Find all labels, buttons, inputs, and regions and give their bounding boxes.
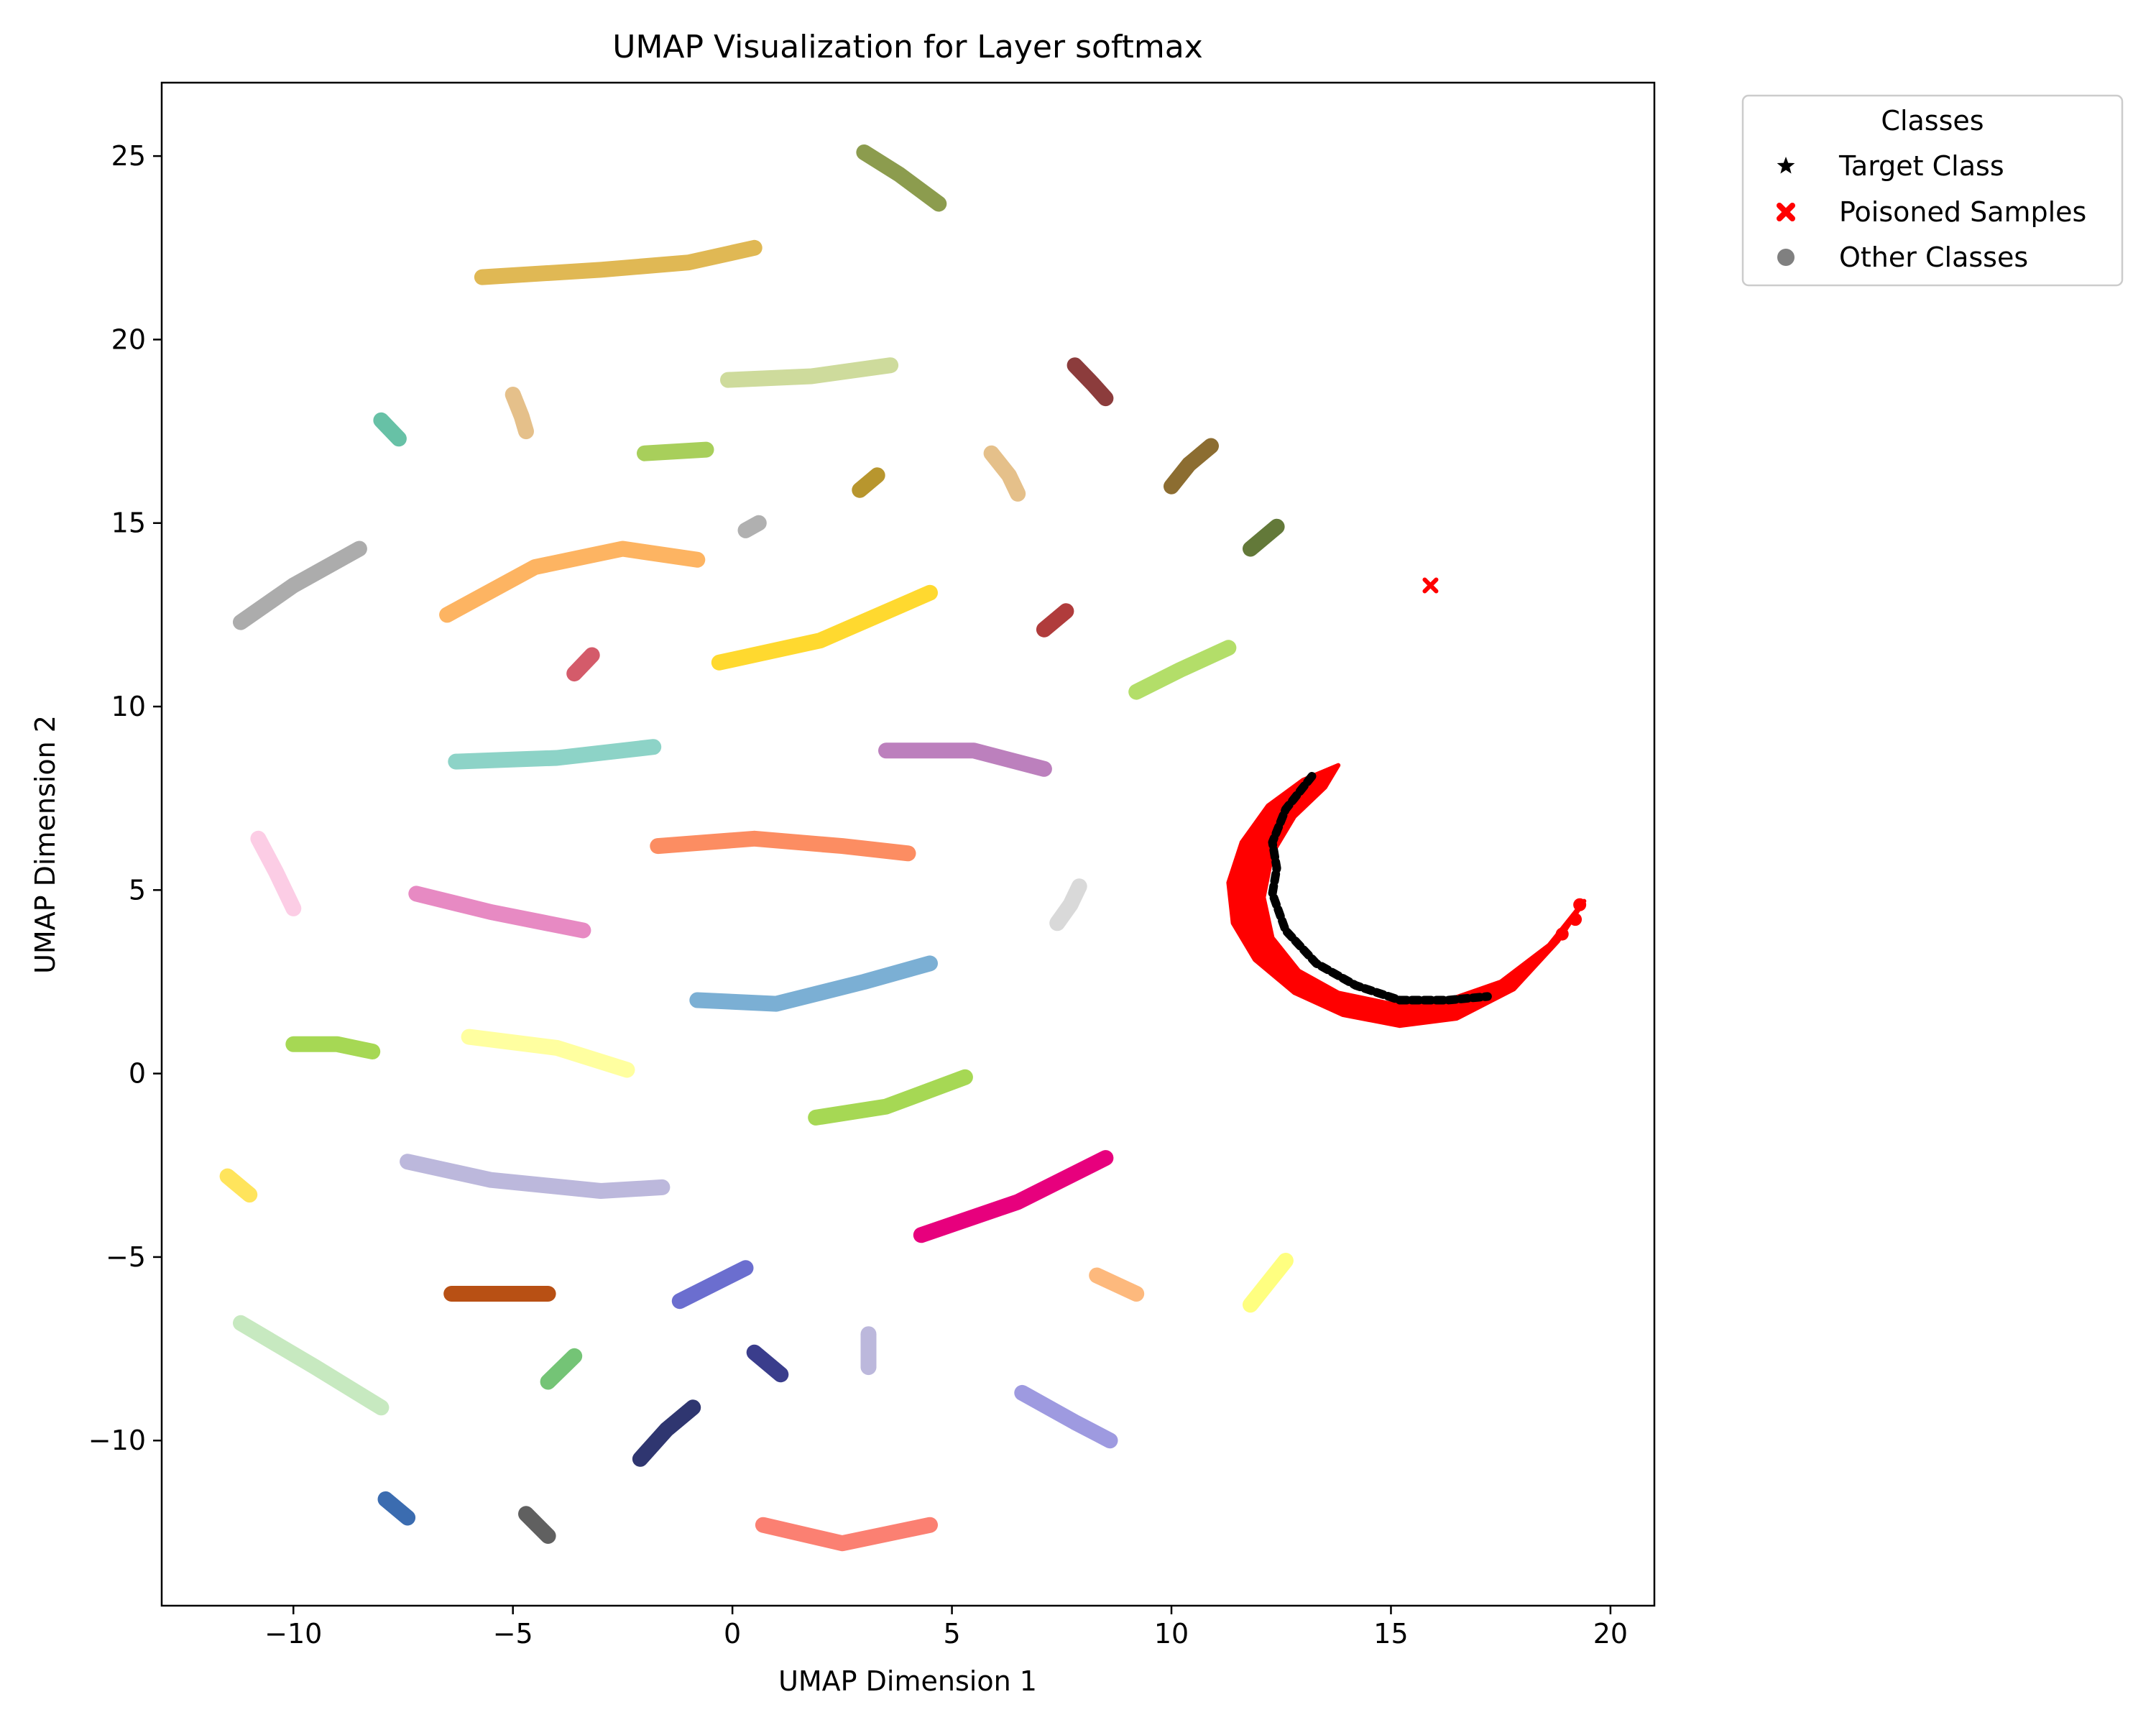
other-class-cluster-30 [400, 1154, 671, 1199]
other-class-cluster-5 [505, 387, 534, 440]
other-class-cluster-37 [540, 1348, 583, 1390]
y-tick-label: 20 [111, 323, 146, 355]
other-class-cluster-17 [1128, 640, 1237, 700]
x-axis: −10 −5 0 5 10 15 20 [264, 1606, 1628, 1650]
other-class-cluster-26 [285, 1036, 381, 1059]
other-class-cluster-33 [671, 1260, 754, 1310]
poisoned-sample-tip-2 [1569, 913, 1583, 926]
plot-frame [160, 81, 1656, 1607]
y-tick-label: 0 [129, 1058, 146, 1090]
y-tick-label: 10 [111, 691, 146, 722]
other-class-cluster-16 [1036, 603, 1074, 638]
other-class-cluster-15 [711, 584, 938, 671]
y-tick-label: 25 [111, 140, 146, 172]
other-class-cluster-35 [1243, 1253, 1294, 1313]
other-class-cluster-2 [474, 239, 763, 285]
y-tick-label: 5 [129, 874, 146, 906]
other-class-cluster-14 [439, 540, 706, 623]
legend-title: Classes [1881, 105, 1984, 137]
chart-title: UMAP Visualization for Layer softmax [612, 29, 1203, 65]
legend-entry-target-class: Target Class [1777, 150, 2004, 182]
x-tick-label: 15 [1373, 1618, 1408, 1650]
poisoned-sample-tip-1 [1573, 898, 1587, 911]
legend: Classes Target Class Poisoned Samples Ot… [1741, 94, 2124, 287]
other-class-cluster-8 [983, 445, 1026, 502]
other-class-cluster-19 [448, 739, 662, 770]
other-class-cluster-42 [377, 1491, 416, 1526]
y-tick-label: −10 [88, 1425, 146, 1456]
other-class-cluster-12 [1243, 518, 1285, 557]
other-class-cluster-6 [373, 412, 407, 447]
x-tick-label: 0 [724, 1618, 741, 1650]
y-axis-label: UMAP Dimension 2 [29, 715, 61, 974]
other-class-cluster-13 [233, 540, 367, 630]
legend-circle-shape [1777, 249, 1795, 266]
x-tick-label: 20 [1593, 1618, 1628, 1650]
legend-star-shape [1777, 157, 1795, 174]
legend-entry-other-classes: Other Classes [1777, 242, 2028, 273]
legend-entry-poisoned-samples: Poisoned Samples [1777, 196, 2086, 228]
legend-label-target-class: Target Class [1838, 150, 2004, 182]
x-tick-label: 10 [1154, 1618, 1189, 1650]
x-axis-label: UMAP Dimension 1 [778, 1665, 1037, 1697]
poisoned-sample-tip-3 [1555, 927, 1569, 941]
other-class-cluster-20 [878, 742, 1052, 777]
other-class-cluster-24 [408, 886, 591, 939]
other-class-cluster-40 [1014, 1384, 1118, 1449]
legend-label-poisoned-samples: Poisoned Samples [1839, 196, 2086, 228]
plot-area [160, 81, 1656, 1607]
other-class-cluster-25 [689, 955, 938, 1012]
y-tick-label: −5 [106, 1241, 146, 1273]
other-class-cluster-22 [250, 830, 302, 916]
other-class-cluster-39 [746, 1344, 789, 1383]
y-axis: −10 −5 0 5 10 15 20 25 [88, 140, 162, 1456]
other-class-cluster-21 [650, 830, 916, 862]
legend-box [1741, 94, 2124, 287]
other-class-cluster-43 [518, 1506, 556, 1544]
other-class-cluster-10 [852, 467, 885, 498]
other-class-cluster-18 [566, 647, 600, 682]
other-class-cluster-31 [913, 1150, 1114, 1243]
other-class-cluster-11 [737, 515, 767, 538]
x-tick-label: 5 [943, 1618, 960, 1650]
x-tick-label: −5 [493, 1618, 533, 1650]
other-class-cluster-44 [755, 1517, 938, 1552]
legend-x-shape [1777, 203, 1795, 221]
other-class-cluster-23 [1049, 878, 1087, 932]
poisoned-samples-crescent [1226, 763, 1587, 1029]
y-tick-label: 15 [111, 507, 146, 539]
x-tick-label: −10 [264, 1618, 322, 1650]
legend-label-other-classes: Other Classes [1839, 242, 2028, 273]
other-class-cluster-28 [808, 1069, 973, 1126]
other-class-cluster-34 [1089, 1267, 1145, 1302]
star-icon [1777, 157, 1795, 174]
circle-marker-icon [1777, 249, 1795, 266]
other-class-cluster-1 [856, 144, 947, 212]
target-class-points [1268, 772, 1492, 1005]
other-class-cluster-3 [720, 357, 899, 388]
other-class-cluster-29 [219, 1168, 258, 1203]
x-marker-icon [1777, 203, 1795, 221]
other-class-cluster-36 [233, 1315, 390, 1416]
other-class-cluster-7 [637, 441, 714, 461]
other-class-cluster-41 [632, 1399, 701, 1467]
other-class-cluster-4 [1067, 357, 1114, 407]
other-class-cluster-27 [461, 1029, 635, 1078]
other-class-cluster-9 [1164, 438, 1219, 494]
poisoned-sample-outlier [1422, 577, 1439, 594]
series-layer [219, 144, 1587, 1552]
